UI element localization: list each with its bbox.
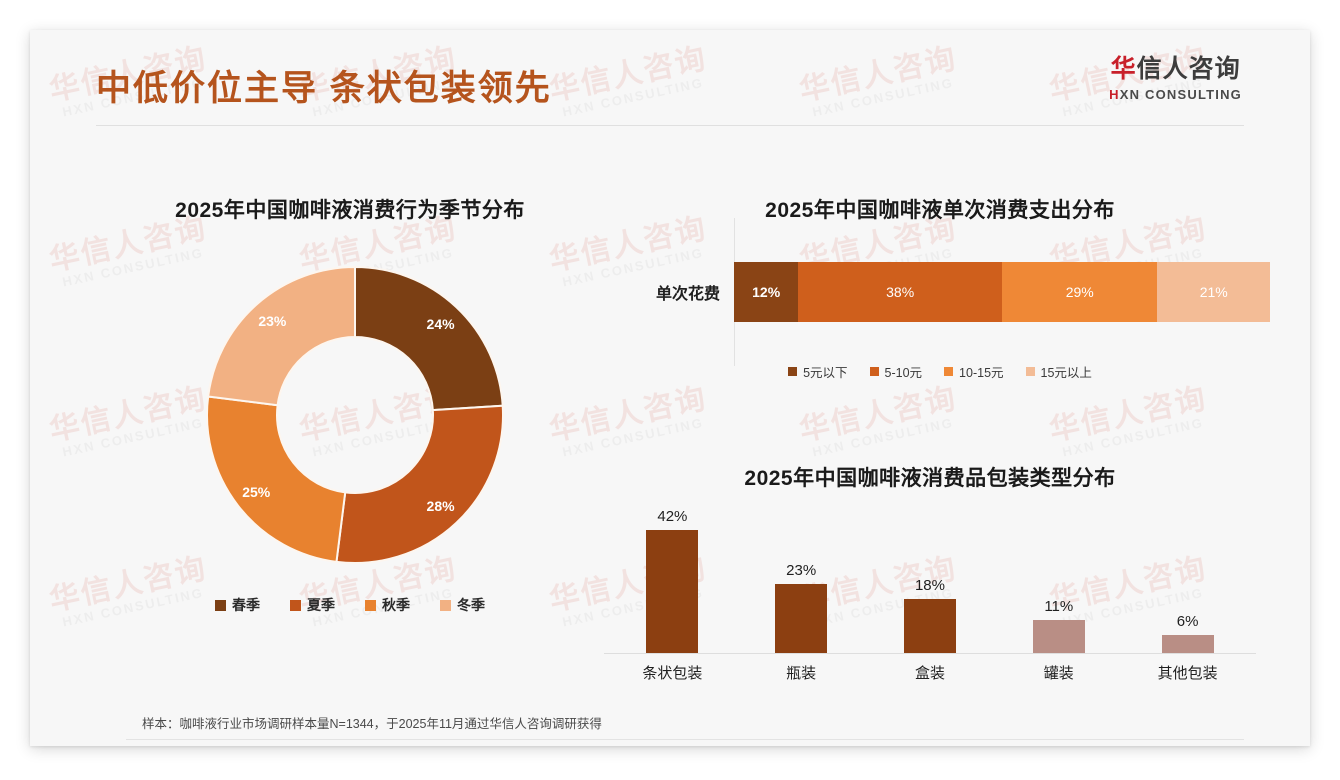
legend-label: 冬季 bbox=[457, 597, 485, 613]
column-value-label: 11% bbox=[1044, 598, 1074, 615]
donut-chart-title: 2025年中国咖啡液消费行为季节分布 bbox=[175, 199, 525, 222]
donut-svg bbox=[206, 265, 504, 564]
column-chart-categories: 条状包装 瓶装 盒装 罐装 其他包装 bbox=[608, 662, 1252, 683]
donut-legend-item[interactable]: 夏季 bbox=[290, 595, 335, 615]
donut-legend-item[interactable]: 秋季 bbox=[365, 595, 410, 615]
logo-cn-rest: 信人咨询 bbox=[1136, 55, 1241, 83]
stacked-bar-segment[interactable]: 12% bbox=[734, 262, 799, 322]
donut-legend: 春季 夏季 秋季 冬季 bbox=[90, 595, 610, 615]
column-value-label: 6% bbox=[1176, 613, 1199, 630]
column-bar[interactable] bbox=[903, 599, 956, 653]
column-category-label: 瓶装 bbox=[786, 665, 817, 682]
column-bar[interactable] bbox=[646, 530, 699, 653]
stacked-legend: 5元以下 5-10元 10-15元 15元以上 bbox=[610, 362, 1270, 381]
column-value-label: 42% bbox=[657, 508, 688, 525]
column-item[interactable]: 42% bbox=[617, 508, 727, 653]
column-bar[interactable] bbox=[1032, 620, 1085, 653]
logo-cn-text: 华信人咨询 bbox=[1109, 55, 1242, 84]
stacked-legend-item[interactable]: 5元以下 bbox=[788, 362, 848, 381]
donut-slice[interactable] bbox=[354, 265, 504, 412]
column-item[interactable]: 11% bbox=[1004, 508, 1114, 653]
page-title: 中低价位主导 条状包装领先 bbox=[96, 69, 552, 108]
column-chart-baseline bbox=[604, 653, 1256, 654]
logo-en-rest: XN CONSULTING bbox=[1119, 86, 1242, 102]
column-chart-title: 2025年中国咖啡液消费品包装类型分布 bbox=[744, 467, 1116, 490]
column-item[interactable]: 18% bbox=[875, 508, 985, 653]
column-value-label: 23% bbox=[786, 562, 817, 579]
legend-label: 5元以下 bbox=[803, 366, 848, 380]
legend-swatch bbox=[788, 367, 798, 376]
donut-legend-item[interactable]: 春季 bbox=[215, 595, 260, 615]
stacked-bar-segment[interactable]: 29% bbox=[1002, 262, 1158, 322]
legend-label: 5-10元 bbox=[884, 366, 923, 380]
stacked-legend-item[interactable]: 15元以上 bbox=[1025, 362, 1092, 381]
spend-distribution-chart: 2025年中国咖啡液单次消费支出分布 单次花费 12% 38% 29% 21% 5元以… bbox=[610, 170, 1270, 420]
donut-slice[interactable] bbox=[206, 395, 347, 563]
donut-legend-item[interactable]: 冬季 bbox=[440, 595, 485, 615]
header-divider bbox=[96, 125, 1244, 126]
column-category-label: 条状包装 bbox=[642, 665, 703, 682]
column-item[interactable]: 23% bbox=[746, 508, 856, 653]
legend-swatch bbox=[440, 599, 451, 611]
donut-slice-label: 24% bbox=[426, 315, 455, 332]
column-category-label: 其他包装 bbox=[1157, 665, 1218, 682]
legend-label: 秋季 bbox=[382, 597, 410, 613]
donut-graphic: 24% 28% 25% 23% bbox=[200, 260, 510, 570]
stacked-legend-item[interactable]: 5-10元 bbox=[869, 362, 923, 381]
column-bar[interactable] bbox=[1161, 635, 1214, 653]
packaging-type-chart: 2025年中国咖啡液消费品包装类型分布 42% 23% 18% 11% 6% 条状包装 瓶… bbox=[590, 450, 1270, 710]
seasonal-distribution-chart: 2025年中国咖啡液消费行为季节分布 24% 28% 25% 23% 春季 夏季 秋季 冬季 bbox=[90, 170, 610, 670]
legend-swatch bbox=[944, 367, 954, 376]
brand-logo: 华信人咨询 HXN CONSULTING bbox=[1109, 55, 1242, 102]
column-bar[interactable] bbox=[775, 584, 828, 653]
legend-swatch bbox=[215, 599, 226, 611]
column-value-label: 18% bbox=[914, 577, 945, 594]
stacked-category-label: 单次花费 bbox=[655, 286, 720, 303]
donut-slice[interactable] bbox=[335, 404, 504, 564]
column-category-label: 盒装 bbox=[914, 665, 945, 682]
legend-label: 15元以上 bbox=[1040, 366, 1092, 380]
slide-header: 中低价位主导 条状包装领先 华信人咨询 HXN CONSULTING bbox=[30, 30, 1310, 130]
slide-canvas: 华信人咨询 HXN CONSULTING 华信人咨询 HXN CONSULTING 华信… bbox=[30, 30, 1310, 746]
donut-slice-label: 25% bbox=[242, 483, 271, 500]
legend-swatch bbox=[869, 367, 879, 376]
sample-note: 样本：咖啡液行业市场调研样本量N=1344，于2025年11月通过华信人咨询调研… bbox=[142, 717, 602, 731]
donut-slice-label: 23% bbox=[258, 313, 287, 330]
logo-en-text: HXN CONSULTING bbox=[1109, 87, 1242, 102]
stacked-bar-segment[interactable]: 38% bbox=[798, 262, 1002, 322]
legend-swatch bbox=[1025, 367, 1035, 376]
column-item[interactable]: 6% bbox=[1133, 508, 1243, 653]
column-chart-plot: 42% 23% 18% 11% 6% bbox=[608, 508, 1252, 653]
stacked-bar-row: 单次花费 12% 38% 29% 21% bbox=[610, 262, 1270, 322]
logo-en-red: H bbox=[1109, 86, 1120, 102]
legend-label: 夏季 bbox=[307, 597, 335, 613]
stacked-legend-item[interactable]: 10-15元 bbox=[944, 362, 1004, 381]
stacked-bar-segment[interactable]: 21% bbox=[1157, 262, 1270, 322]
legend-label: 10-15元 bbox=[959, 366, 1004, 380]
donut-slice-label: 28% bbox=[426, 498, 455, 515]
stacked-bar: 12% 38% 29% 21% bbox=[734, 262, 1270, 322]
logo-cn-red: 华 bbox=[1110, 55, 1137, 83]
footer-divider bbox=[126, 739, 1244, 740]
legend-swatch bbox=[290, 599, 301, 611]
column-category-label: 罐装 bbox=[1043, 665, 1074, 682]
stacked-chart-title: 2025年中国咖啡液单次消费支出分布 bbox=[765, 199, 1115, 222]
donut-slice[interactable] bbox=[207, 265, 356, 407]
legend-swatch bbox=[365, 599, 376, 611]
legend-label: 春季 bbox=[232, 597, 260, 613]
